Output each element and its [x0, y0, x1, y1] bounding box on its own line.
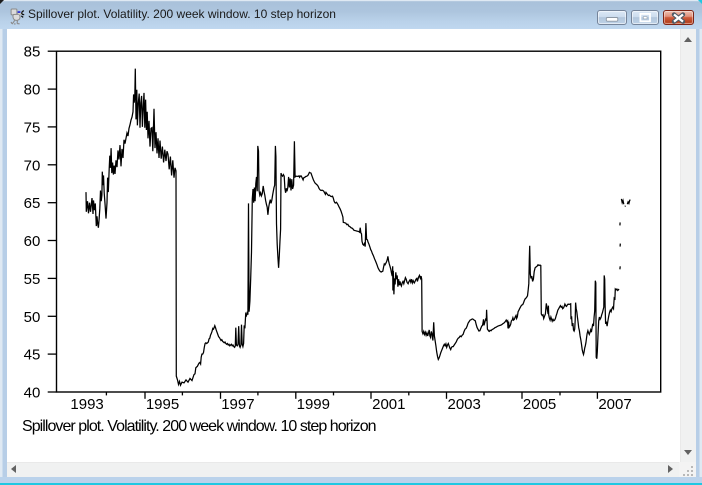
svg-text:50: 50 [24, 309, 41, 326]
svg-text:80: 80 [24, 82, 41, 99]
svg-text:1997: 1997 [221, 396, 254, 413]
svg-text:70: 70 [24, 157, 41, 174]
svg-text:40: 40 [24, 385, 41, 402]
svg-text:2003: 2003 [448, 396, 481, 413]
svg-text:45: 45 [24, 347, 41, 364]
svg-text:75: 75 [24, 119, 41, 136]
svg-text:2007: 2007 [598, 396, 631, 413]
svg-text:1999: 1999 [297, 396, 330, 413]
svg-text:65: 65 [24, 195, 41, 212]
svg-text:2005: 2005 [523, 396, 556, 413]
svg-text:60: 60 [24, 233, 41, 250]
svg-text:1995: 1995 [146, 396, 179, 413]
svg-text:1993: 1993 [70, 396, 103, 413]
svg-text:Spillover plot. Volatility. 20: Spillover plot. Volatility. 200 week win… [22, 418, 376, 435]
svg-text:2001: 2001 [372, 396, 405, 413]
svg-text:85: 85 [24, 44, 41, 61]
svg-text:55: 55 [24, 271, 41, 288]
